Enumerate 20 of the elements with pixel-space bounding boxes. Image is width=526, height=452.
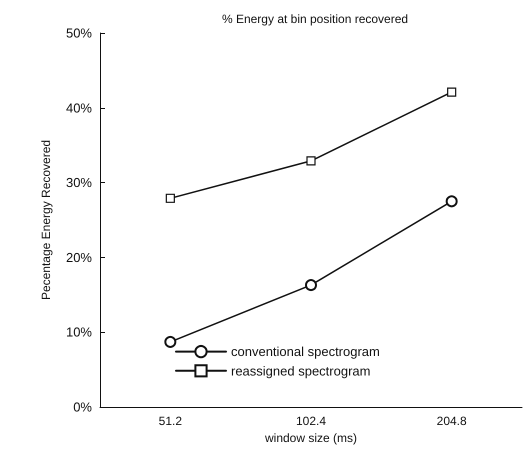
y-tick-label: 40%	[66, 100, 92, 116]
y-tick-label: 50%	[66, 26, 92, 40]
x-tick-label: 51.2	[158, 414, 182, 428]
point	[166, 194, 175, 203]
point	[447, 87, 456, 97]
x-axis-title: window size (ms)	[264, 430, 358, 445]
point	[446, 195, 458, 208]
x-tick-label: 204.8	[436, 414, 468, 428]
chart-title: % Energy at bin position recovered	[222, 12, 408, 26]
y-tick-label: 0%	[73, 400, 92, 414]
point	[306, 156, 316, 166]
point	[305, 279, 317, 292]
legend-label: conventional spectrogram	[231, 344, 380, 360]
y-axis-title: Pecentage Energy Recovered	[39, 140, 53, 300]
y-tick-label: 20%	[66, 250, 92, 265]
x-tick-label: 102.4	[296, 414, 326, 428]
y-tick-label: 30%	[66, 175, 92, 190]
point	[164, 336, 176, 348]
y-tick-label: 10%	[66, 324, 92, 340]
legend-label: reassigned spectrogram	[231, 363, 370, 378]
